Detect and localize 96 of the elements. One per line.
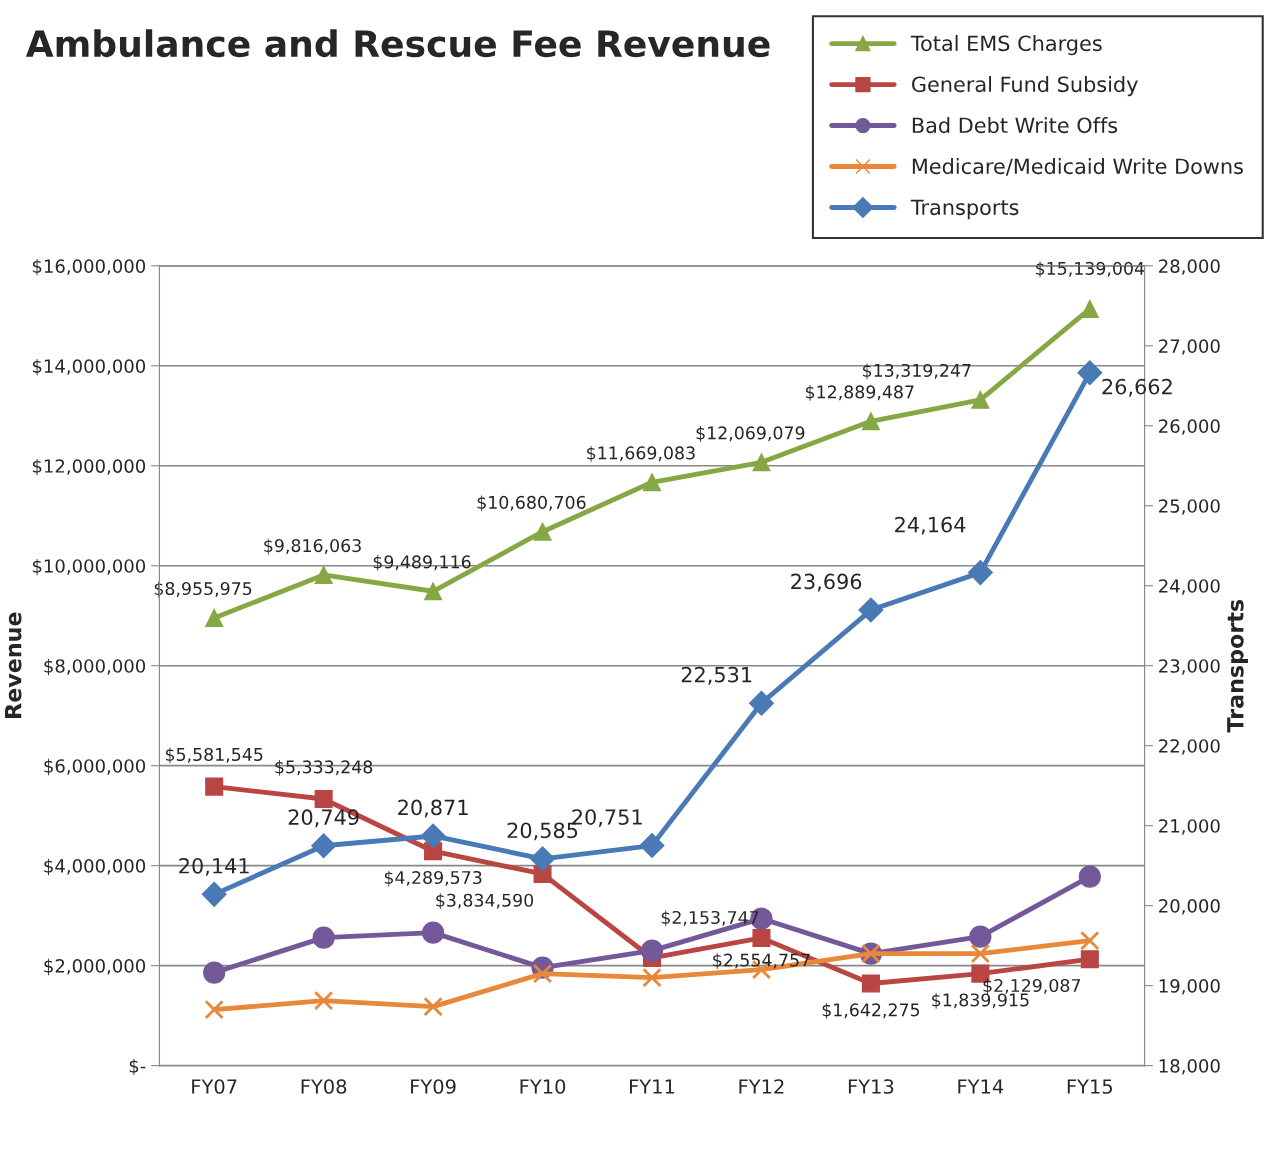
y-tick-label: $14,000,000 [32,358,146,376]
x-tick-label: FY12 [739,1079,784,1094]
point [969,925,992,948]
point [642,473,662,492]
y2-axis-title: Transports [1227,599,1248,733]
y-tick-label: $- [129,1058,146,1076]
y-tick-label: $8,000,000 [44,658,146,676]
y2-tick-label: 24,000 [1159,579,1220,595]
data-label: $13,319,247 [863,363,971,380]
y-tick-label: $16,000,000 [32,258,146,276]
data-label: $15,139,004 [1036,261,1145,278]
y2-tick-label: 27,000 [1159,339,1220,355]
data-label: $12,069,079 [696,426,805,442]
point [748,690,774,716]
point [205,608,224,627]
point [530,846,556,872]
point [639,833,665,859]
x-tick-label: FY15 [1067,1079,1113,1094]
data-label: $12,889,487 [806,385,914,401]
data-label: 20,871 [398,799,468,818]
y-tick-label: $2,000,000 [44,958,146,976]
point [205,777,224,796]
y2-tick-label: 19,000 [1159,979,1220,995]
x-tick-label: FY11 [630,1079,675,1094]
data-label: $2,129,087 [983,978,1080,995]
legend-label: Transports [910,199,1019,220]
y2-tick-label: 23,000 [1159,659,1220,675]
point [861,412,880,431]
x-tick-label: FY08 [301,1079,347,1094]
point [970,943,991,964]
y-axis-title: Revenue [5,612,22,718]
point [314,565,333,584]
data-label: $1,642,275 [822,1002,920,1019]
x-tick-label: FY13 [848,1079,894,1094]
data-label: $1,839,915 [932,993,1029,1009]
x-tick-label: FY09 [411,1079,456,1094]
legend-label: Total EMS Charges [910,35,1102,56]
point [424,582,443,601]
y2-tick-label: 21,000 [1159,819,1220,835]
x-tick-label: FY10 [520,1079,566,1094]
data-label: $11,669,083 [587,446,695,462]
point [1080,930,1100,951]
data-label: 23,696 [791,573,862,592]
x-tick-label: FY14 [958,1079,1004,1094]
data-label: $4,289,573 [384,870,482,887]
point [203,961,226,984]
data-label: $9,489,116 [373,555,471,571]
data-label: $9,816,063 [264,538,361,555]
chart-title: Ambulance and Rescue Fee Revenue [25,29,770,58]
legend-label: Bad Debt Write Offs [912,117,1118,134]
data-label: 22,531 [681,666,752,685]
point [533,522,552,541]
point [311,833,337,859]
data-label: $10,680,706 [477,495,586,512]
point [1080,950,1099,969]
point [1077,360,1103,386]
data-label: 24,164 [895,516,966,535]
data-label: 20,141 [179,857,249,876]
data-label: $8,955,975 [154,581,252,598]
data-label: $3,834,590 [436,893,534,910]
y2-tick-label: 20,000 [1159,899,1220,915]
point [752,928,771,947]
legend-label: General Fund Subsidy [912,76,1138,97]
y2-tick-label: 18,000 [1159,1059,1220,1075]
point [1080,299,1099,318]
point [971,390,990,409]
y2-tick-label: 28,000 [1159,259,1220,275]
point [532,963,553,984]
point [642,967,662,988]
point [420,823,446,849]
legend-label: Medicare/Medicaid Write Downs [912,158,1243,176]
point [858,597,884,623]
point [752,453,771,472]
y2-tick-label: 25,000 [1159,499,1220,515]
point [1078,865,1101,888]
data-label: 26,662 [1102,378,1172,397]
point [204,999,224,1020]
data-label: 20,749 [288,809,359,828]
point [861,974,880,993]
point [313,990,334,1011]
point [312,926,335,949]
point [314,789,333,809]
point [967,560,993,586]
y-tick-label: $12,000,000 [32,458,146,476]
point [201,881,227,907]
y2-tick-label: 22,000 [1159,739,1220,755]
data-label: $5,333,248 [275,759,373,776]
x-tick-label: FY07 [192,1079,237,1094]
point [421,921,445,944]
data-label: $5,581,545 [165,747,263,764]
y-tick-label: $4,000,000 [44,858,146,876]
point [423,996,443,1017]
y-tick-label: $6,000,000 [44,758,146,776]
y2-tick-label: 26,000 [1159,419,1220,435]
point [640,939,664,962]
y-tick-label: $10,000,000 [32,558,146,576]
